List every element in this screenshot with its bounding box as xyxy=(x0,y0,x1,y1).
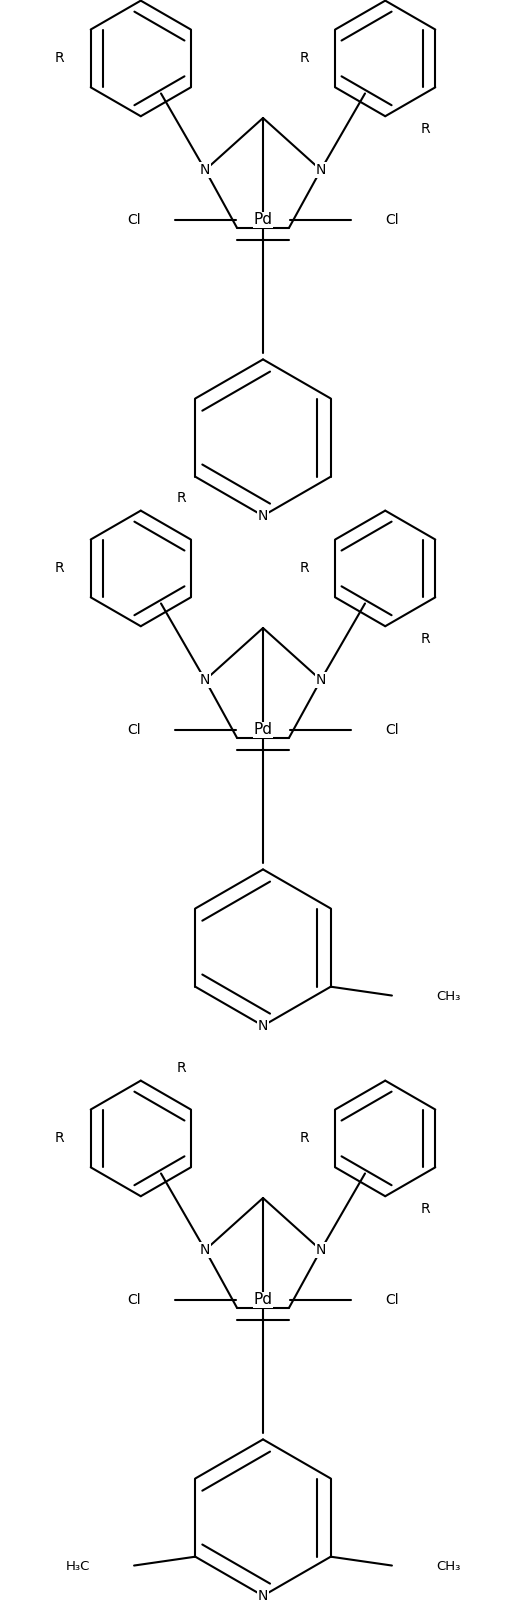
Text: CH₃: CH₃ xyxy=(436,991,461,1004)
Text: Cl: Cl xyxy=(127,213,141,226)
Text: Pd: Pd xyxy=(253,722,272,737)
Text: R: R xyxy=(421,632,431,645)
Text: R: R xyxy=(177,1062,186,1075)
Text: CH₃: CH₃ xyxy=(436,1561,461,1574)
Text: N: N xyxy=(316,1243,326,1257)
Text: N: N xyxy=(200,163,210,178)
Text: R: R xyxy=(299,561,309,575)
Text: H₃C: H₃C xyxy=(65,1561,90,1574)
Text: Cl: Cl xyxy=(385,722,399,737)
Text: R: R xyxy=(55,1131,65,1146)
Text: Cl: Cl xyxy=(385,213,399,226)
Text: R: R xyxy=(421,1202,431,1215)
Text: Cl: Cl xyxy=(127,1293,141,1307)
Text: R: R xyxy=(299,1131,309,1146)
Text: N: N xyxy=(258,1018,268,1033)
Text: R: R xyxy=(421,121,431,136)
Text: N: N xyxy=(316,163,326,178)
Text: Pd: Pd xyxy=(253,212,272,228)
Text: R: R xyxy=(55,52,65,65)
Text: Cl: Cl xyxy=(385,1293,399,1307)
Text: R: R xyxy=(299,52,309,65)
Text: N: N xyxy=(200,1243,210,1257)
Text: Cl: Cl xyxy=(127,722,141,737)
Text: Pd: Pd xyxy=(253,1293,272,1307)
Text: R: R xyxy=(177,491,186,506)
Text: N: N xyxy=(258,1589,268,1603)
Text: N: N xyxy=(200,672,210,687)
Text: R: R xyxy=(55,561,65,575)
Text: N: N xyxy=(258,509,268,524)
Text: N: N xyxy=(316,672,326,687)
